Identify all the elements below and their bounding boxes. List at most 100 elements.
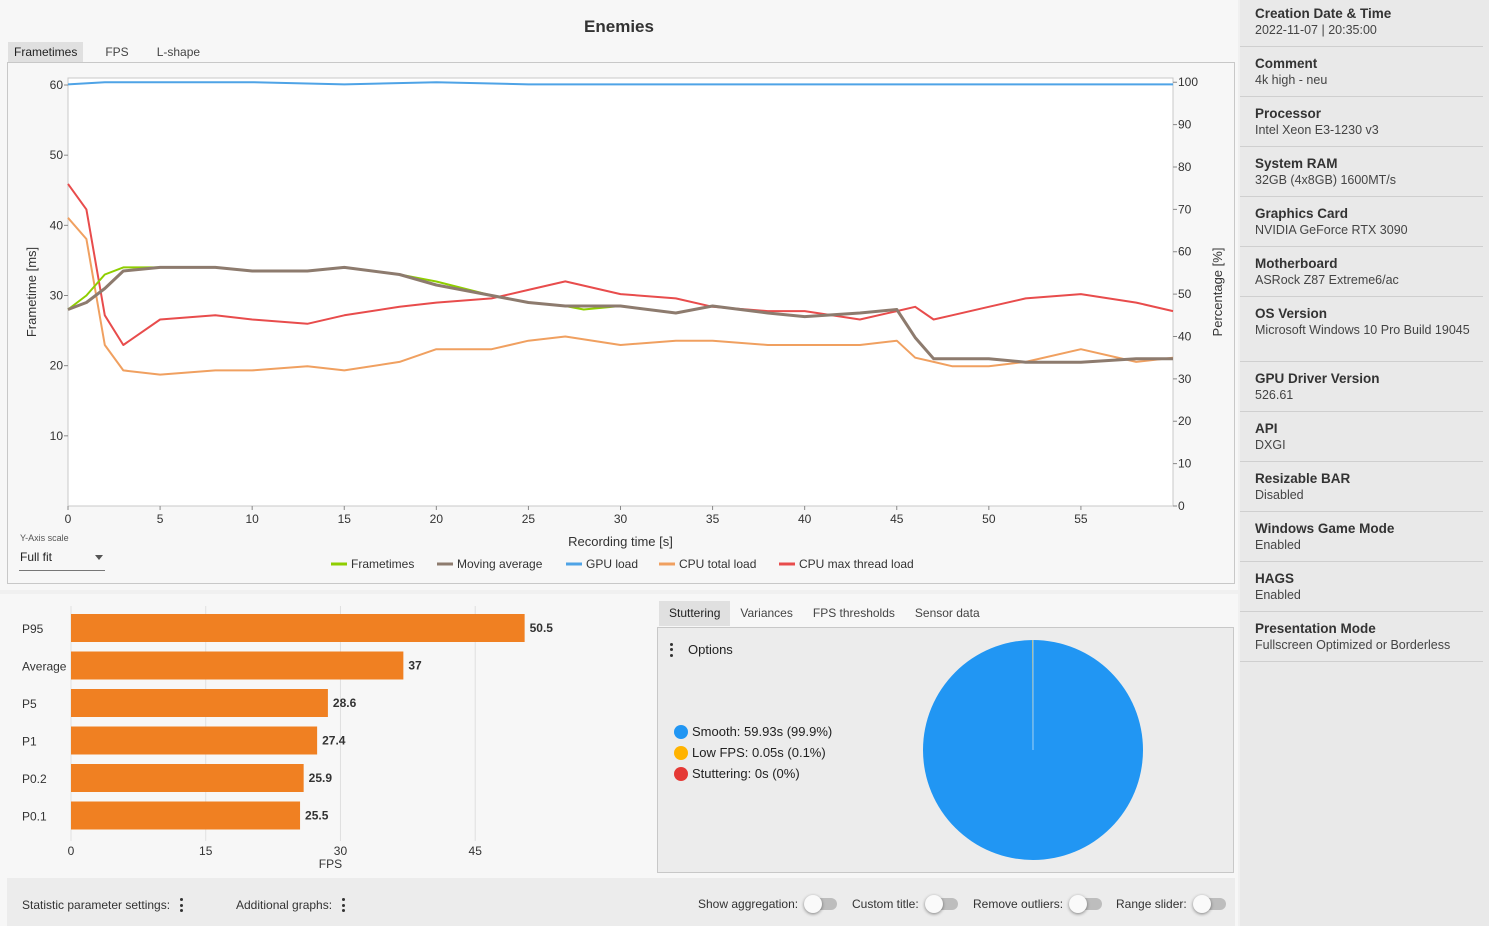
low-fps-dot-icon	[674, 745, 688, 760]
x-tick-label: 35	[706, 512, 720, 526]
info-key: Windows Game Mode	[1255, 521, 1395, 536]
range-slider: Range slider:	[1116, 895, 1226, 913]
remove-outliers-label: Remove outliers:	[973, 897, 1064, 911]
tab-fps-thresholds[interactable]: FPS thresholds	[812, 606, 895, 620]
info-resizable-bar: Resizable BAR Disabled	[1240, 462, 1483, 512]
stuttering-legend: Smooth: 59.93s (99.9%) Low FPS: 0.05s (0…	[674, 721, 832, 784]
stat-settings-menu-icon[interactable]	[180, 898, 184, 912]
x-tick-label: 55	[1074, 512, 1088, 526]
smooth-dot-icon	[674, 724, 688, 739]
remove-outliers-toggle[interactable]	[1069, 895, 1103, 913]
bar-value-label: 28.6	[333, 696, 357, 710]
info-graphics-card: Graphics Card NVIDIA GeForce RTX 3090	[1240, 197, 1483, 247]
series-moving-average	[67, 265, 1173, 364]
legend-label: GPU load	[586, 557, 638, 571]
tab-l-shape[interactable]: L-shape	[156, 45, 201, 59]
y-axis-scale-value: Full fit	[20, 550, 53, 564]
legend-item-low-fps: Low FPS: 0.05s (0.1%)	[674, 742, 832, 763]
more-vert-icon	[670, 642, 674, 657]
info-comment: Comment 4k high - neu	[1240, 47, 1483, 97]
tab-sensor-data[interactable]: Sensor data	[914, 606, 980, 620]
info-value: 2022-11-07 | 20:35:00	[1255, 23, 1377, 37]
x-tick-label: 10	[245, 512, 259, 526]
y-axis-scale-label: Y-Axis scale	[20, 533, 69, 543]
footer-controls: Statistic parameter settings: Additional…	[7, 878, 1235, 926]
legend-item-smooth: Smooth: 59.93s (99.9%)	[674, 721, 832, 742]
range-slider-label: Range slider:	[1116, 897, 1187, 911]
info-value: Enabled	[1255, 588, 1301, 602]
y2-tick-label: 60	[1178, 245, 1192, 259]
bottom-tabs: Stuttering Variances FPS thresholds Sens…	[659, 601, 990, 626]
x-tick-label: 45	[469, 844, 483, 858]
info-key: OS Version	[1255, 306, 1328, 321]
info-presentation-mode: Presentation Mode Fullscreen Optimized o…	[1240, 612, 1483, 662]
info-os-version: OS Version Microsoft Windows 10 Pro Buil…	[1240, 297, 1483, 362]
series-cpu-total-load	[67, 217, 1174, 376]
custom-title-label: Custom title:	[852, 897, 919, 911]
chart-title: Enemies	[584, 17, 654, 36]
info-api: API DXGI	[1240, 412, 1483, 462]
tab-stuttering[interactable]: Stuttering	[659, 601, 731, 626]
x-axis-label: FPS	[319, 857, 342, 871]
plot-area	[67, 77, 1174, 507]
custom-title: Custom title:	[852, 895, 958, 913]
tab-frametimes[interactable]: Frametimes	[8, 42, 84, 62]
y-axis-scale-select[interactable]: Full fit	[19, 547, 105, 571]
x-tick-label: 25	[522, 512, 536, 526]
range-slider-toggle[interactable]	[1192, 895, 1226, 913]
stat-settings-label: Statistic parameter settings:	[22, 898, 171, 912]
tab-fps[interactable]: FPS	[105, 45, 129, 59]
show-aggregation-label: Show aggregation:	[698, 897, 799, 911]
legend-item-stuttering: Stuttering: 0s (0%)	[674, 763, 832, 784]
y-axis-label: Frametime [ms]	[24, 247, 39, 337]
bar	[71, 614, 525, 642]
bar-category-label: P0.1	[22, 810, 47, 824]
custom-title-toggle[interactable]	[924, 895, 958, 913]
y-tick-label: 40	[50, 218, 64, 232]
tab-variances[interactable]: Variances	[740, 606, 793, 620]
system-info-sidebar: Creation Date & Time 2022-11-07 | 20:35:…	[1240, 0, 1489, 926]
low-fps-label: Low FPS:	[692, 745, 749, 760]
y2-axis-label: Percentage [%]	[1210, 248, 1225, 337]
x-tick-label: 0	[68, 844, 75, 858]
show-aggregation: Show aggregation:	[698, 895, 838, 913]
y2-tick-label: 40	[1178, 329, 1192, 343]
y2-tick-label: 100	[1178, 75, 1198, 89]
y2-tick-label: 0	[1178, 499, 1185, 513]
y-tick-label: 30	[50, 289, 64, 303]
bar-value-label: 50.5	[530, 621, 554, 635]
info-key: System RAM	[1255, 156, 1338, 171]
chevron-down-icon	[95, 555, 103, 560]
info-game-mode: Windows Game Mode Enabled	[1240, 512, 1483, 562]
bar	[71, 689, 328, 717]
legend-label: Frametimes	[351, 557, 414, 571]
y-tick-label: 10	[50, 429, 64, 443]
stuttering-dot-icon	[674, 766, 688, 781]
info-hags: HAGS Enabled	[1240, 562, 1483, 612]
bar-category-label: Average	[22, 660, 67, 674]
info-gpu-driver: GPU Driver Version 526.61	[1240, 362, 1483, 412]
info-key: GPU Driver Version	[1255, 371, 1380, 386]
additional-graphs-menu-icon[interactable]	[342, 898, 346, 912]
stuttering-pie-chart	[923, 640, 1143, 860]
info-key: Motherboard	[1255, 256, 1338, 271]
info-key: Graphics Card	[1255, 206, 1349, 221]
info-value: 32GB (4x8GB) 1600MT/s	[1255, 173, 1397, 187]
stuttering-label: Stuttering:	[692, 766, 752, 781]
options-button[interactable]: Options	[670, 642, 733, 657]
info-key: Creation Date & Time	[1255, 6, 1392, 21]
additional-graphs: Additional graphs:	[236, 898, 346, 912]
y-tick-label: 50	[50, 148, 64, 162]
y2-tick-label: 70	[1178, 202, 1192, 216]
bar-category-label: P95	[22, 622, 44, 636]
remove-outliers: Remove outliers:	[973, 895, 1103, 913]
stuttering-value: 0s (0%)	[754, 766, 800, 781]
show-aggregation-toggle[interactable]	[804, 895, 838, 913]
x-tick-label: 0	[65, 512, 72, 526]
options-label: Options	[688, 642, 733, 657]
top-tabs: Frametimes FPS L-shape	[8, 42, 222, 62]
info-value: NVIDIA GeForce RTX 3090	[1255, 223, 1408, 237]
info-key: HAGS	[1255, 571, 1295, 586]
fps-bar-chart: 0 15 30 45 FPS P95 50.5 Average 37 P5 28.6 P1 27.4 P0…	[22, 606, 554, 871]
x-tick-label: 45	[890, 512, 904, 526]
